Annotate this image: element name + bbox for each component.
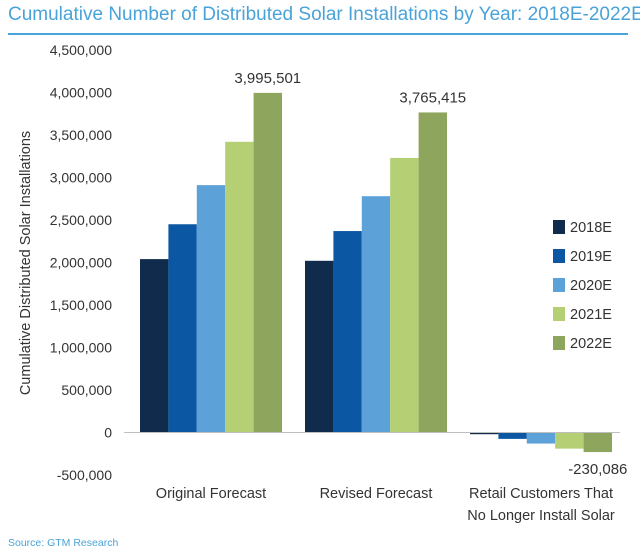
bar-2020E-cat2 [526, 432, 556, 444]
y-tick-label: 2,500,000 [50, 212, 112, 228]
bar-2018E-cat2 [470, 432, 499, 435]
legend-swatch-2020E [553, 278, 565, 292]
bar-2019E-cat0 [168, 224, 197, 433]
data-labels: 3,995,501 3,765,415 -230,086 [234, 70, 627, 478]
legend-swatch-2018E [553, 220, 565, 234]
bar-2020E-cat1 [361, 196, 391, 433]
legend-label: 2020E [570, 278, 612, 294]
y-tick-label: 500,000 [61, 382, 112, 398]
legend-swatch-2022E [553, 336, 565, 350]
legend-label: 2019E [570, 249, 612, 265]
bars [140, 92, 612, 453]
y-tick-label: 2,000,000 [50, 255, 112, 271]
bar-2018E-cat0 [140, 259, 169, 433]
data-label: -230,086 [568, 461, 627, 478]
y-tick-label: 1,500,000 [50, 297, 112, 313]
category-label: No Longer Install Solar [467, 508, 615, 524]
y-tick-label: 0 [104, 425, 112, 441]
y-tick-label: 3,000,000 [50, 170, 112, 186]
y-tick-label: -500,000 [57, 467, 112, 483]
bar-2022E-cat2 [583, 432, 612, 453]
bar-2021E-cat0 [225, 141, 254, 433]
y-tick-label: 4,500,000 [50, 42, 112, 58]
data-label: 3,995,501 [234, 70, 301, 87]
legend-label: 2022E [570, 336, 612, 352]
legend-label: 2021E [570, 307, 612, 323]
category-label: Original Forecast [156, 486, 266, 502]
source-note: Source: GTM Research [8, 537, 119, 549]
chart-title: Cumulative Number of Distributed Solar I… [8, 4, 640, 25]
title-underline [8, 33, 628, 35]
y-axis-label: Cumulative Distributed Solar Installatio… [18, 131, 34, 395]
legend: 2018E 2019E 2020E 2021E 2022E [553, 220, 612, 352]
bar-2022E-cat1 [418, 112, 447, 433]
bar-2022E-cat0 [253, 92, 282, 433]
bar-2020E-cat0 [196, 185, 226, 433]
legend-label: 2018E [570, 220, 612, 236]
bar-2021E-cat1 [390, 157, 419, 433]
legend-swatch-2021E [553, 307, 565, 321]
x-axis-categories: Original Forecast Revised Forecast Retail … [156, 486, 615, 524]
y-tick-label: 1,000,000 [50, 340, 112, 356]
category-label: Revised Forecast [320, 486, 433, 502]
legend-swatch-2019E [553, 249, 565, 263]
bar-2019E-cat1 [333, 231, 362, 433]
bar-2018E-cat1 [305, 260, 334, 433]
y-axis-ticks: 4,500,000 4,000,000 3,500,000 3,000,000 2,50… [50, 42, 113, 483]
y-tick-label: 4,000,000 [50, 85, 112, 101]
bar-2021E-cat2 [555, 432, 584, 449]
data-label: 3,765,415 [399, 89, 466, 106]
y-tick-label: 3,500,000 [50, 127, 112, 143]
bar-2019E-cat2 [498, 432, 527, 439]
category-label: Retail Customers That [469, 486, 613, 502]
